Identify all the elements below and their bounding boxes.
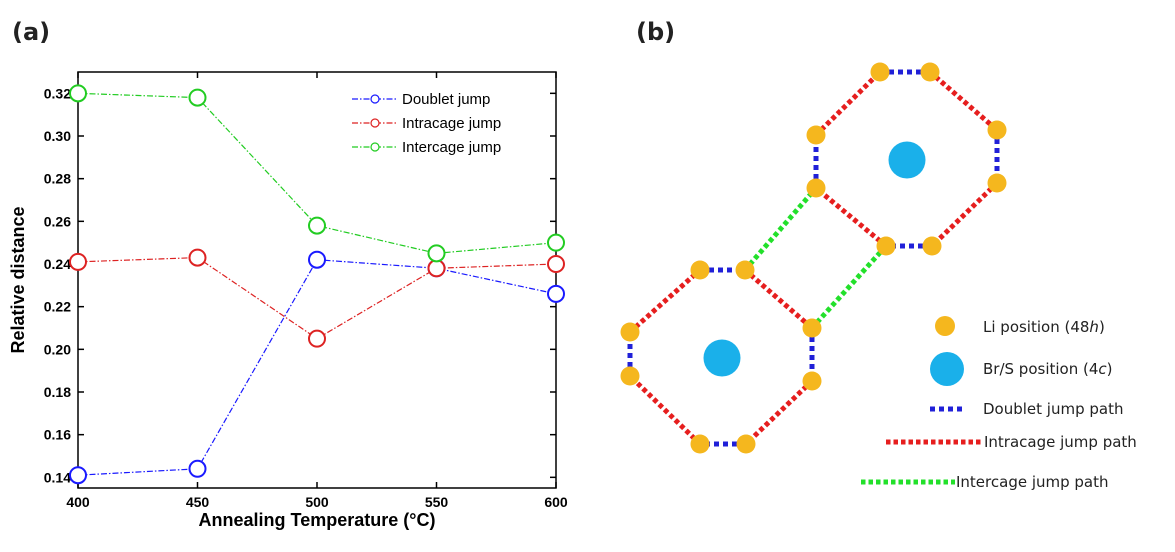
brs-atom [888,141,926,179]
li-atom [620,366,640,386]
brs-position-key-dot [930,352,964,386]
li-atom [620,322,640,342]
li-position-key-label: Li position (48h) [983,318,1105,336]
data-point [188,88,207,107]
series-line [77,259,557,476]
legend-marker [370,118,380,128]
li-position-key-dot [935,316,955,336]
jump-path-segment [814,70,882,137]
y-tick-label: 0.14 [44,469,71,485]
y-tick-label: 0.20 [44,341,71,357]
intercage-path-key-label: Intercage jump path [956,473,1109,491]
li-atom [690,434,710,454]
x-tick-label: 450 [186,494,210,510]
legend-label: Intracage jump [402,115,501,132]
jump-path-segment [814,186,888,248]
y-tick-label: 0.26 [44,213,71,229]
data-point [69,84,87,103]
jump-path-segment [743,186,818,272]
line-chart: 0.14 0.16 0.18 0.20 0.22 0.24 0.26 0.28 0.30 0.32… [8,71,568,530]
brs-atom [703,339,741,377]
x-tick-label: 400 [66,494,90,510]
data-point [188,248,207,267]
panel-label-b: (b) [636,18,675,46]
jump-path-segment [930,181,999,248]
jump-path-diagram: Li position (48h) Br/S position (4c) Dou… [620,62,1137,491]
y-axis: 0.14 0.16 0.18 0.20 0.22 0.24 0.26 0.28 0.30 0.32 [44,85,556,485]
li-atom [987,120,1007,140]
jump-path-segment [628,374,702,446]
chart-legend: Doublet jump Intracage jump Intercage jump [352,91,501,156]
y-tick-label: 0.28 [44,171,71,187]
data-point [69,252,87,271]
data-point [308,216,326,235]
series-layer [69,84,565,485]
li-atom [806,178,826,198]
data-point [547,255,565,273]
diagram-legend: Li position (48h) Br/S position (4c) Dou… [861,316,1137,491]
li-atom [870,62,890,82]
jump-path-segment [928,70,999,132]
y-tick-label: 0.16 [44,427,71,443]
x-axis: 400 450 500 550 600 [66,72,568,510]
jump-path-segment [743,268,814,330]
data-point [547,284,565,303]
data-point [427,244,446,263]
li-atom [802,371,822,391]
series-doublet-jump [69,250,565,485]
li-atom [735,260,755,280]
brs-position-key-label: Br/S position (4c) [983,360,1113,378]
jump-path-segment [628,268,702,334]
series-line [77,256,557,340]
legend-label: Doublet jump [402,91,490,108]
x-tick-label: 500 [305,494,329,510]
x-axis-title: Annealing Temperature (°C) [199,510,436,530]
plot-frame [77,71,557,489]
panel-label-a: (a) [12,18,50,46]
li-atom [920,62,940,82]
li-atom [922,236,942,256]
legend-label: Intercage jump [402,139,501,156]
li-atom [802,318,822,338]
series-intracage-jump [69,248,565,348]
data-point [427,259,446,278]
data-point [308,329,326,348]
jump-paths [627,69,1000,447]
doublet-path-key-label: Doublet jump path [983,400,1123,418]
y-tick-label: 0.22 [44,299,71,315]
data-point [69,466,87,485]
series-line [77,92,557,254]
jump-path-segment [810,244,888,330]
series-intercage-jump [69,84,565,263]
legend-marker [370,94,380,104]
y-tick-label: 0.30 [44,128,71,144]
y-tick-label: 0.32 [44,85,71,101]
jump-path-segment [744,379,814,446]
data-point [547,233,565,252]
li-atom [736,434,756,454]
legend-marker [370,142,380,152]
intracage-path-key-label: Intracage jump path [984,433,1137,451]
li-atom [876,236,896,256]
y-tick-label: 0.18 [44,384,71,400]
data-point [308,250,326,269]
li-atom [806,125,826,145]
x-tick-label: 550 [425,494,449,510]
data-point [188,459,207,478]
li-atom [690,260,710,280]
atom-positions [620,62,1007,454]
y-axis-title: Relative distance [8,206,28,353]
li-atom [987,173,1007,193]
x-tick-label: 600 [544,494,568,510]
y-tick-label: 0.24 [44,256,71,272]
